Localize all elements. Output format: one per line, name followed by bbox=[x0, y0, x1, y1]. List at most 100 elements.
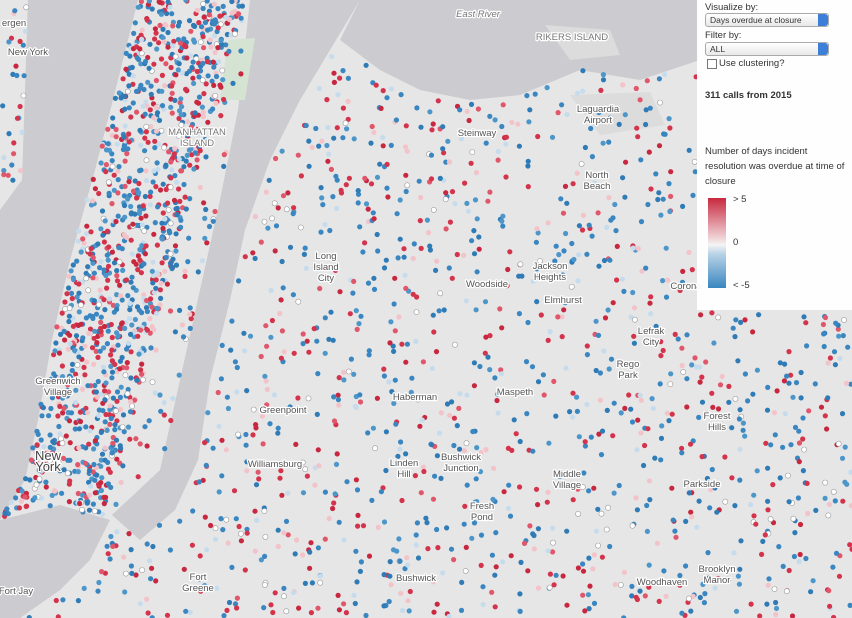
incident-dot bbox=[428, 176, 435, 182]
incident-dot bbox=[405, 598, 411, 604]
incident-dot bbox=[611, 400, 617, 406]
incident-dot bbox=[127, 409, 134, 415]
incident-dot bbox=[507, 513, 514, 519]
incident-dot bbox=[362, 175, 368, 181]
incident-dot bbox=[67, 341, 73, 347]
incident-dot bbox=[363, 612, 369, 618]
incident-dot bbox=[584, 352, 591, 358]
incident-dot bbox=[390, 343, 396, 349]
incident-dot bbox=[795, 495, 802, 501]
incident-dot bbox=[146, 0, 152, 4]
incident-dot bbox=[698, 312, 704, 318]
incident-dot bbox=[388, 142, 394, 148]
incident-dot bbox=[471, 520, 478, 526]
incident-dot bbox=[644, 528, 651, 535]
incident-dot bbox=[733, 608, 740, 614]
incident-dot bbox=[26, 615, 32, 618]
incident-dot bbox=[462, 180, 468, 186]
incident-dot bbox=[435, 98, 441, 104]
incident-dot bbox=[478, 532, 485, 538]
incident-dot bbox=[17, 103, 23, 110]
incident-dot bbox=[662, 131, 668, 137]
incident-dot bbox=[204, 0, 210, 4]
incident-dot bbox=[341, 537, 347, 543]
incident-dot bbox=[689, 362, 695, 368]
incident-dot bbox=[660, 196, 666, 202]
filter-select[interactable]: ALL bbox=[705, 42, 829, 56]
incident-dot bbox=[125, 386, 131, 393]
incident-dot bbox=[48, 405, 54, 412]
incident-dot bbox=[483, 140, 489, 146]
incident-dot bbox=[709, 310, 715, 316]
incident-dot bbox=[332, 267, 339, 273]
incident-dot bbox=[302, 245, 308, 251]
incident-dot bbox=[737, 477, 743, 483]
incident-dot bbox=[28, 457, 34, 463]
incident-dot bbox=[279, 328, 285, 334]
incident-dot bbox=[95, 378, 101, 385]
incident-dot bbox=[612, 201, 618, 208]
incident-dot bbox=[185, 136, 191, 143]
incident-dot bbox=[109, 334, 115, 341]
incident-dot bbox=[736, 416, 743, 422]
incident-dot bbox=[158, 56, 165, 62]
incident-dot bbox=[796, 459, 802, 465]
incident-dot bbox=[206, 223, 213, 230]
incident-dot bbox=[658, 435, 665, 441]
incident-dot bbox=[380, 143, 386, 149]
incident-dot bbox=[668, 193, 674, 199]
incident-dot bbox=[424, 520, 430, 526]
incident-dot bbox=[316, 85, 322, 92]
incident-dot bbox=[76, 228, 82, 234]
incident-dot bbox=[388, 86, 394, 92]
incident-dot bbox=[707, 505, 713, 511]
incident-dot bbox=[86, 507, 93, 513]
incident-dot bbox=[451, 557, 457, 563]
incident-dot bbox=[555, 110, 561, 116]
incident-dot bbox=[377, 161, 383, 167]
incident-dot bbox=[351, 371, 357, 377]
incident-dot bbox=[183, 608, 189, 614]
incident-dot bbox=[658, 353, 664, 359]
incident-dot bbox=[103, 169, 109, 175]
incident-dot bbox=[820, 321, 827, 328]
incident-dot bbox=[285, 190, 291, 196]
incident-dot bbox=[18, 498, 24, 504]
incident-dot bbox=[218, 37, 224, 44]
incident-dot bbox=[343, 610, 349, 616]
incident-dot bbox=[175, 67, 181, 73]
incident-dot bbox=[220, 3, 226, 9]
incident-dot bbox=[366, 348, 372, 354]
incident-dot bbox=[76, 309, 82, 315]
incident-dot bbox=[535, 502, 541, 508]
incident-dot bbox=[464, 108, 470, 115]
incident-dot bbox=[128, 563, 134, 569]
incident-dot bbox=[835, 326, 841, 332]
incident-dot bbox=[57, 468, 63, 474]
incident-dot bbox=[155, 204, 161, 210]
incident-dot bbox=[656, 190, 662, 196]
incident-dot bbox=[798, 369, 804, 376]
incident-dot bbox=[161, 412, 167, 418]
incident-dot bbox=[748, 601, 754, 607]
incident-dot bbox=[355, 512, 361, 519]
incident-dot bbox=[521, 540, 528, 547]
incident-dot bbox=[219, 342, 225, 348]
incident-dot bbox=[663, 245, 669, 251]
incident-dot bbox=[143, 99, 149, 105]
incident-dot bbox=[352, 403, 358, 409]
clustering-checkbox[interactable] bbox=[707, 59, 717, 69]
incident-dot bbox=[39, 413, 45, 419]
place-label: New bbox=[35, 448, 62, 463]
incident-dot bbox=[73, 387, 79, 393]
incident-dot bbox=[431, 329, 437, 335]
incident-dot bbox=[589, 154, 596, 160]
east-river bbox=[112, 0, 360, 540]
visualize-select[interactable]: Days overdue at closure bbox=[705, 13, 829, 27]
airport bbox=[570, 92, 665, 135]
incident-dot bbox=[607, 257, 613, 263]
incident-dot bbox=[575, 511, 581, 517]
incident-dot bbox=[474, 445, 480, 451]
incident-dot bbox=[118, 325, 124, 332]
